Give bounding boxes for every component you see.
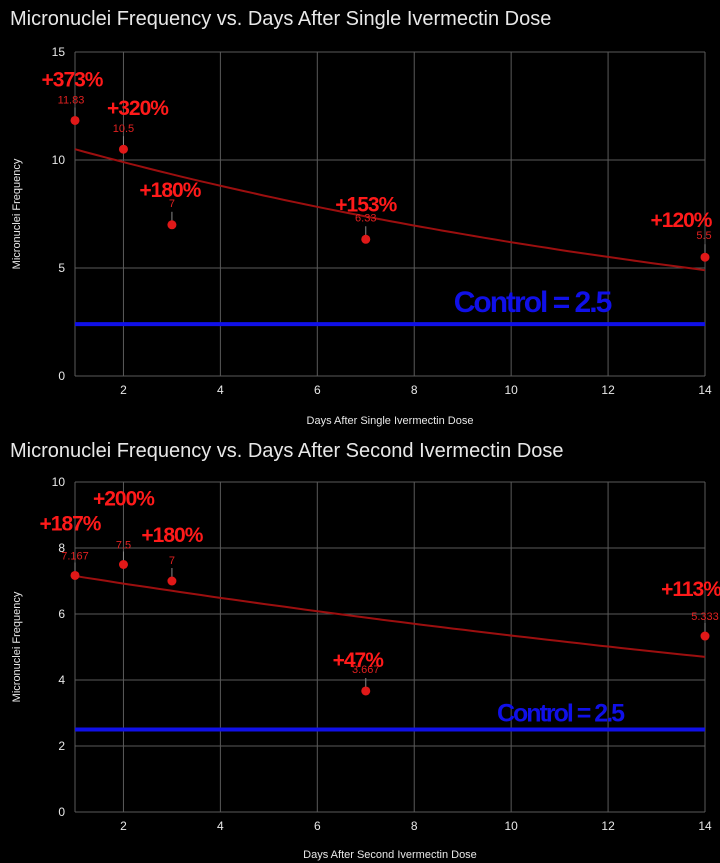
data-point: [70, 570, 80, 580]
percent-change-label: +180%: [141, 524, 203, 547]
x-tick-label: 10: [504, 383, 518, 397]
percent-change-label: +373%: [42, 68, 104, 91]
percent-change-label: +200%: [93, 488, 155, 511]
y-tick-label: 6: [58, 607, 65, 621]
percent-change-label: +120%: [651, 209, 713, 232]
y-tick-label: 2: [58, 739, 65, 753]
y-tick-label: 8: [58, 541, 65, 555]
data-value-label: 6.33: [355, 212, 376, 224]
percent-change-label: +180%: [139, 179, 201, 202]
x-tick-label: 14: [698, 383, 712, 397]
data-value-label: 7.167: [61, 550, 89, 562]
y-axis-label: Micronuclei Frequency: [11, 158, 23, 269]
x-tick-label: 12: [601, 819, 615, 833]
chart-title: Micronuclei Frequency vs. Days After Sin…: [10, 8, 552, 30]
data-point: [118, 144, 128, 154]
data-point: [700, 252, 710, 262]
y-tick-label: 4: [58, 673, 65, 687]
x-axis-label: Days After Single Ivermectin Dose: [307, 415, 474, 427]
chart-panel-second-dose: Micronuclei Frequency vs. Days After Sec…: [0, 432, 720, 863]
data-value-label: 11.83: [58, 94, 85, 106]
x-tick-label: 12: [601, 383, 615, 397]
x-tick-label: 6: [314, 383, 321, 397]
data-value-label: 10.5: [113, 123, 134, 135]
data-point: [700, 631, 710, 641]
data-value-label: 7.5: [116, 540, 131, 552]
data-point: [167, 220, 177, 230]
x-tick-label: 8: [411, 819, 418, 833]
trendline: [74, 148, 706, 272]
x-tick-label: 4: [217, 819, 224, 833]
data-value-label: 3.667: [352, 664, 380, 676]
y-tick-label: 15: [52, 45, 66, 59]
x-tick-label: 8: [411, 383, 418, 397]
chart-panel-single-dose: Micronuclei Frequency vs. Days After Sin…: [10, 8, 714, 427]
data-point: [361, 234, 371, 244]
percent-change-label: +47%: [333, 649, 385, 672]
data-value-label: 5.333: [691, 611, 719, 623]
control-label: Control = 2.5: [497, 700, 625, 728]
data-point: [70, 115, 80, 125]
data-point: [118, 560, 128, 569]
y-axis-label: Micronuclei Frequency: [11, 591, 23, 702]
chart-svg: 0 5 10 15 2 4 6 8 10 12 14 Days After Single Iverme…: [11, 45, 714, 427]
data-value-label: 7: [169, 555, 175, 567]
x-tick-label: 2: [120, 383, 127, 397]
chart-svg: 0 2 4 6 8 10 2 4 6 8 10 12 14 Days After Second Iverm…: [11, 475, 720, 861]
percent-change-label: +187%: [40, 512, 102, 535]
data-point: [167, 576, 177, 586]
x-tick-label: 2: [120, 819, 127, 833]
percent-change-label: +113%: [661, 578, 720, 601]
y-tick-label: 10: [52, 475, 66, 489]
x-tick-label: 6: [314, 819, 321, 833]
percent-change-label: +153%: [335, 193, 397, 216]
data-value-label: 7: [169, 198, 175, 210]
y-tick-label: 0: [58, 805, 65, 819]
trendline: [74, 575, 706, 658]
x-tick-label: 4: [217, 383, 224, 397]
chart-title: Micronuclei Frequency vs. Days After Sec…: [10, 440, 564, 462]
y-tick-label: 0: [58, 369, 65, 383]
control-label: Control = 2.5: [454, 286, 612, 319]
x-tick-label: 10: [504, 819, 518, 833]
x-tick-label: 14: [698, 819, 712, 833]
percent-change-label: +320%: [107, 97, 169, 120]
x-axis-label: Days After Second Ivermectin Dose: [303, 849, 477, 861]
data-point: [361, 686, 371, 696]
y-tick-label: 5: [58, 261, 65, 275]
y-tick-label: 10: [52, 153, 66, 167]
data-value-label: 5.5: [696, 230, 711, 242]
